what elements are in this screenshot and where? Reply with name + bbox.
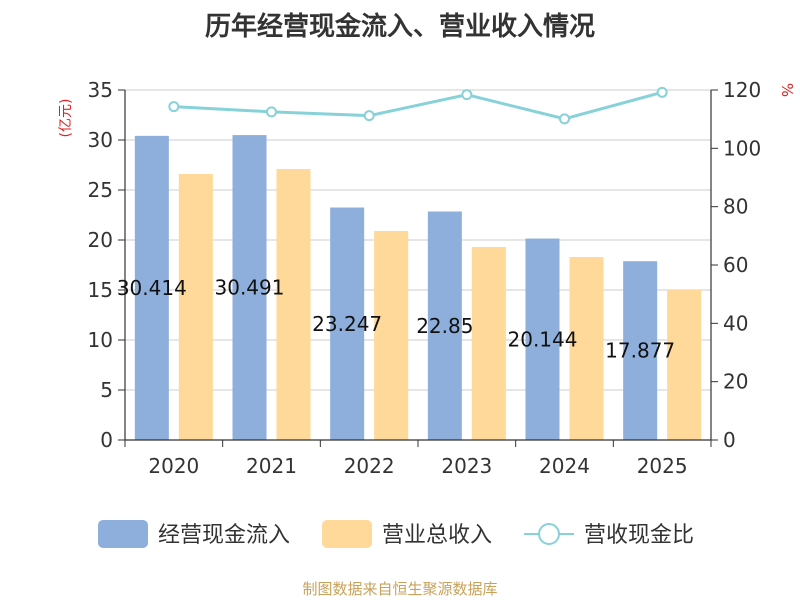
right-axis-unit: % <box>778 83 796 97</box>
x-tick-label: 2025 <box>637 454 688 478</box>
right-tick-label: 100 <box>723 136 761 160</box>
source-note: 制图数据来自恒生聚源数据库 <box>302 580 498 598</box>
right-tick-label: 60 <box>723 253 748 277</box>
line-cash-ratio <box>173 90 663 121</box>
data-label: 23.247 <box>312 312 382 336</box>
legend: 经营现金流入 营业总收入 营收现金比 <box>98 520 694 548</box>
data-label: 30.414 <box>117 276 187 300</box>
right-tick-label: 0 <box>723 428 736 452</box>
bar-revenue <box>374 231 409 440</box>
left-tick-label: 35 <box>88 78 113 102</box>
right-tick-label: 20 <box>723 370 748 394</box>
bar-cash-inflow <box>525 238 560 440</box>
left-tick-label: 25 <box>88 178 113 202</box>
x-tick-label: 2021 <box>246 454 297 478</box>
grid-lines <box>125 89 711 391</box>
legend-swatch <box>98 520 148 548</box>
left-tick-label: 5 <box>100 378 113 402</box>
line-point <box>168 101 180 113</box>
bar-cash-inflow <box>623 261 658 440</box>
bar-cash-inflow <box>134 135 169 441</box>
legend-label: 经营现金流入 <box>158 523 290 548</box>
left-tick-label: 10 <box>88 328 113 352</box>
line-point <box>461 89 473 101</box>
left-tick-label: 20 <box>88 228 113 252</box>
left-tick-label: 30 <box>88 128 113 152</box>
bar-cash-inflow <box>330 207 365 440</box>
left-tick-label: 15 <box>88 278 113 302</box>
right-tick-label: 40 <box>723 311 748 335</box>
right-tick-label: 80 <box>723 195 748 219</box>
bar-revenue <box>276 169 311 440</box>
bar-revenue <box>569 257 604 440</box>
right-tick-label: 120 <box>723 78 761 102</box>
data-label: 17.877 <box>605 339 675 363</box>
line-point <box>559 113 570 125</box>
line-point <box>266 106 277 118</box>
data-label: 20.144 <box>508 327 578 351</box>
x-tick-label: 2022 <box>344 454 395 478</box>
bar-revenue <box>178 174 213 440</box>
data-label: 30.491 <box>215 276 285 300</box>
legend-swatch <box>322 520 372 548</box>
left-tick-label: 0 <box>100 428 113 452</box>
bar-revenue <box>471 247 506 440</box>
bars-layer <box>134 135 702 441</box>
bar-cash-inflow <box>427 211 462 440</box>
legend-label: 营业总收入 <box>382 523 492 548</box>
legend-label: 营收现金比 <box>584 523 694 548</box>
data-label: 22.85 <box>416 314 473 338</box>
bar-revenue <box>667 290 702 440</box>
line-point <box>656 86 668 98</box>
legend-marker <box>538 523 560 545</box>
data-labels-layer: 30.414 30.491 23.247 22.85 20.144 17.877 <box>117 276 675 363</box>
x-tick-label: 2023 <box>441 454 492 478</box>
line-series-layer <box>168 86 668 125</box>
chart-title: 历年经营现金流入、营业收入情况 <box>204 12 595 42</box>
x-tick-label: 2020 <box>148 454 199 478</box>
left-axis-unit: (亿元) <box>58 99 74 138</box>
x-tick-label: 2024 <box>539 454 590 478</box>
bar-cash-inflow <box>232 135 267 440</box>
line-point <box>363 110 375 122</box>
